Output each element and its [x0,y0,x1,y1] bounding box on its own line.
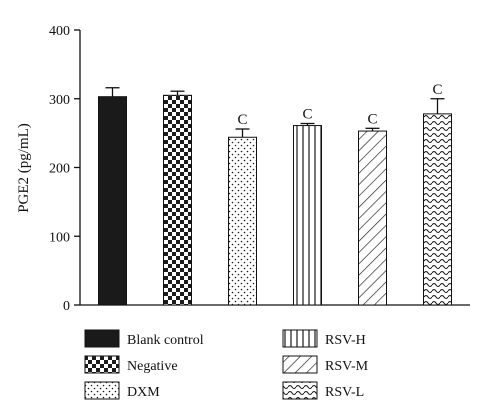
y-tick-label: 100 [49,230,70,245]
legend-label: DXM [127,385,160,400]
y-tick-label: 200 [49,162,70,177]
legend-label: RSV-M [325,359,369,374]
bar [163,94,192,306]
legend-swatch [282,329,318,348]
bar [423,113,452,306]
legend-label: RSV-L [325,385,364,400]
y-tick-label: 300 [49,93,70,108]
significance-letter: C [367,111,377,127]
bar [98,96,127,306]
legend-swatch [84,355,120,374]
legend-swatch [282,381,318,400]
significance-letter: C [302,107,312,123]
bar [228,136,257,306]
legend-label: Negative [127,359,178,374]
y-axis-title: PGE2 (pg/mL) [16,123,32,213]
y-tick-label: 0 [63,299,70,314]
y-tick-label: 400 [49,24,70,39]
legend-swatch [84,329,120,348]
bar [358,130,387,306]
legend-label: Blank control [127,333,204,348]
legend-swatch [282,355,318,374]
legend-swatch [84,381,120,400]
significance-letter: C [432,82,442,98]
legend-label: RSV-H [325,333,366,348]
significance-letter: C [237,112,247,128]
bar [293,125,322,306]
